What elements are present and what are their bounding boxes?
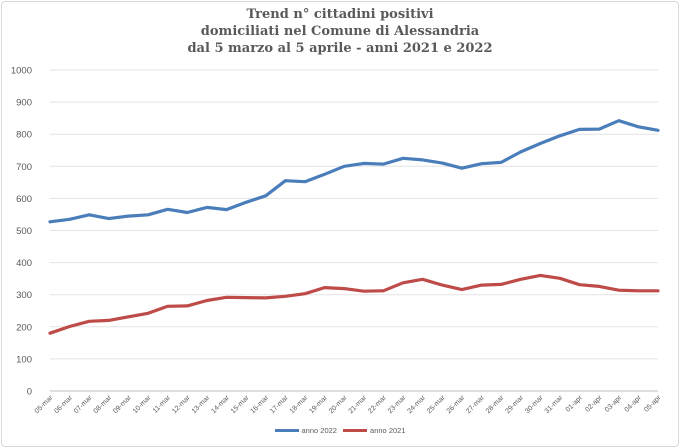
x-tick-label: 02-apr: [584, 394, 604, 414]
legend: anno 2022 anno 2021: [0, 425, 680, 435]
chart-title-line-1: Trend n° cittadini positivi: [246, 7, 434, 22]
x-tick-label: 10-mar: [132, 394, 153, 415]
x-tick-label: 06-mar: [53, 394, 74, 415]
x-tick-label: 21-mar: [348, 394, 369, 415]
x-tick-label: 17-mar: [269, 394, 290, 415]
x-tick-label: 27-mar: [465, 394, 486, 415]
gridlines: [50, 69, 658, 392]
chart-title-line-3: dal 5 marzo al 5 aprile - anni 2021 e 20…: [187, 41, 493, 56]
legend-item-2022: anno 2022: [274, 426, 337, 435]
legend-label-2021: anno 2021: [370, 426, 406, 435]
series-line-anno-2022: [48, 119, 660, 224]
x-tick-label: 05-apr: [643, 394, 663, 414]
x-tick-label: 23-mar: [387, 394, 408, 415]
x-tick-label: 04-apr: [624, 394, 644, 414]
x-tick-label: 29-mar: [504, 394, 525, 415]
x-tick-label: 19-mar: [308, 394, 329, 415]
y-tick-label: 900: [16, 98, 32, 109]
series-line-anno-2021: [48, 273, 660, 335]
x-tick-label: 08-mar: [93, 394, 114, 415]
x-tick-label: 14-mar: [210, 394, 231, 415]
x-tick-label: 03-apr: [604, 394, 624, 414]
y-tick-label: 0: [27, 387, 32, 398]
chart-title-line-2: domiciliati nel Comune di Alessandria: [200, 24, 480, 39]
x-tick-label: 25-mar: [426, 394, 447, 415]
x-tick-label: 01-apr: [565, 394, 585, 414]
x-tick-label: 24-mar: [406, 394, 427, 415]
y-tick-label: 1000: [11, 66, 32, 77]
x-tick-label: 28-mar: [485, 394, 506, 415]
x-tick-label: 22-mar: [367, 394, 388, 415]
legend-swatch-2021: [343, 429, 368, 432]
x-tick-label: 09-mar: [112, 394, 133, 415]
y-tick-label: 100: [16, 354, 32, 365]
y-tick-label: 800: [16, 130, 32, 141]
chart-title: Trend n° cittadini positivi domiciliati …: [0, 6, 680, 57]
legend-label-2022: anno 2022: [301, 426, 337, 435]
x-tick-label: 11-mar: [152, 394, 173, 415]
x-tick-label: 26-mar: [446, 394, 467, 415]
y-tick-label: 500: [16, 226, 32, 237]
x-tick-label: 16-mar: [250, 394, 271, 415]
y-tick-label: 200: [16, 322, 32, 333]
y-tick-label: 300: [16, 290, 32, 301]
x-tick-label: 13-mar: [191, 394, 212, 415]
x-tick-label: 15-mar: [230, 394, 251, 415]
legend-swatch-2022: [274, 429, 299, 432]
series-lines: [48, 119, 660, 335]
x-tick-label: 30-mar: [524, 394, 545, 415]
x-tick-label: 20-mar: [328, 394, 349, 415]
y-axis-ticks: 0 100 200 300 400 500 600 700 800 900 1000: [11, 66, 32, 398]
x-tick-label: 07-mar: [73, 394, 94, 415]
x-tick-label: 12-mar: [171, 394, 192, 415]
y-tick-label: 700: [16, 162, 32, 173]
y-tick-label: 600: [16, 194, 32, 205]
x-tick-label: 31-mar: [544, 394, 565, 415]
x-tick-label: 18-mar: [289, 394, 310, 415]
x-tick-label: 05-mar: [34, 394, 55, 415]
y-tick-label: 400: [16, 258, 32, 269]
legend-item-2021: anno 2021: [343, 426, 406, 435]
